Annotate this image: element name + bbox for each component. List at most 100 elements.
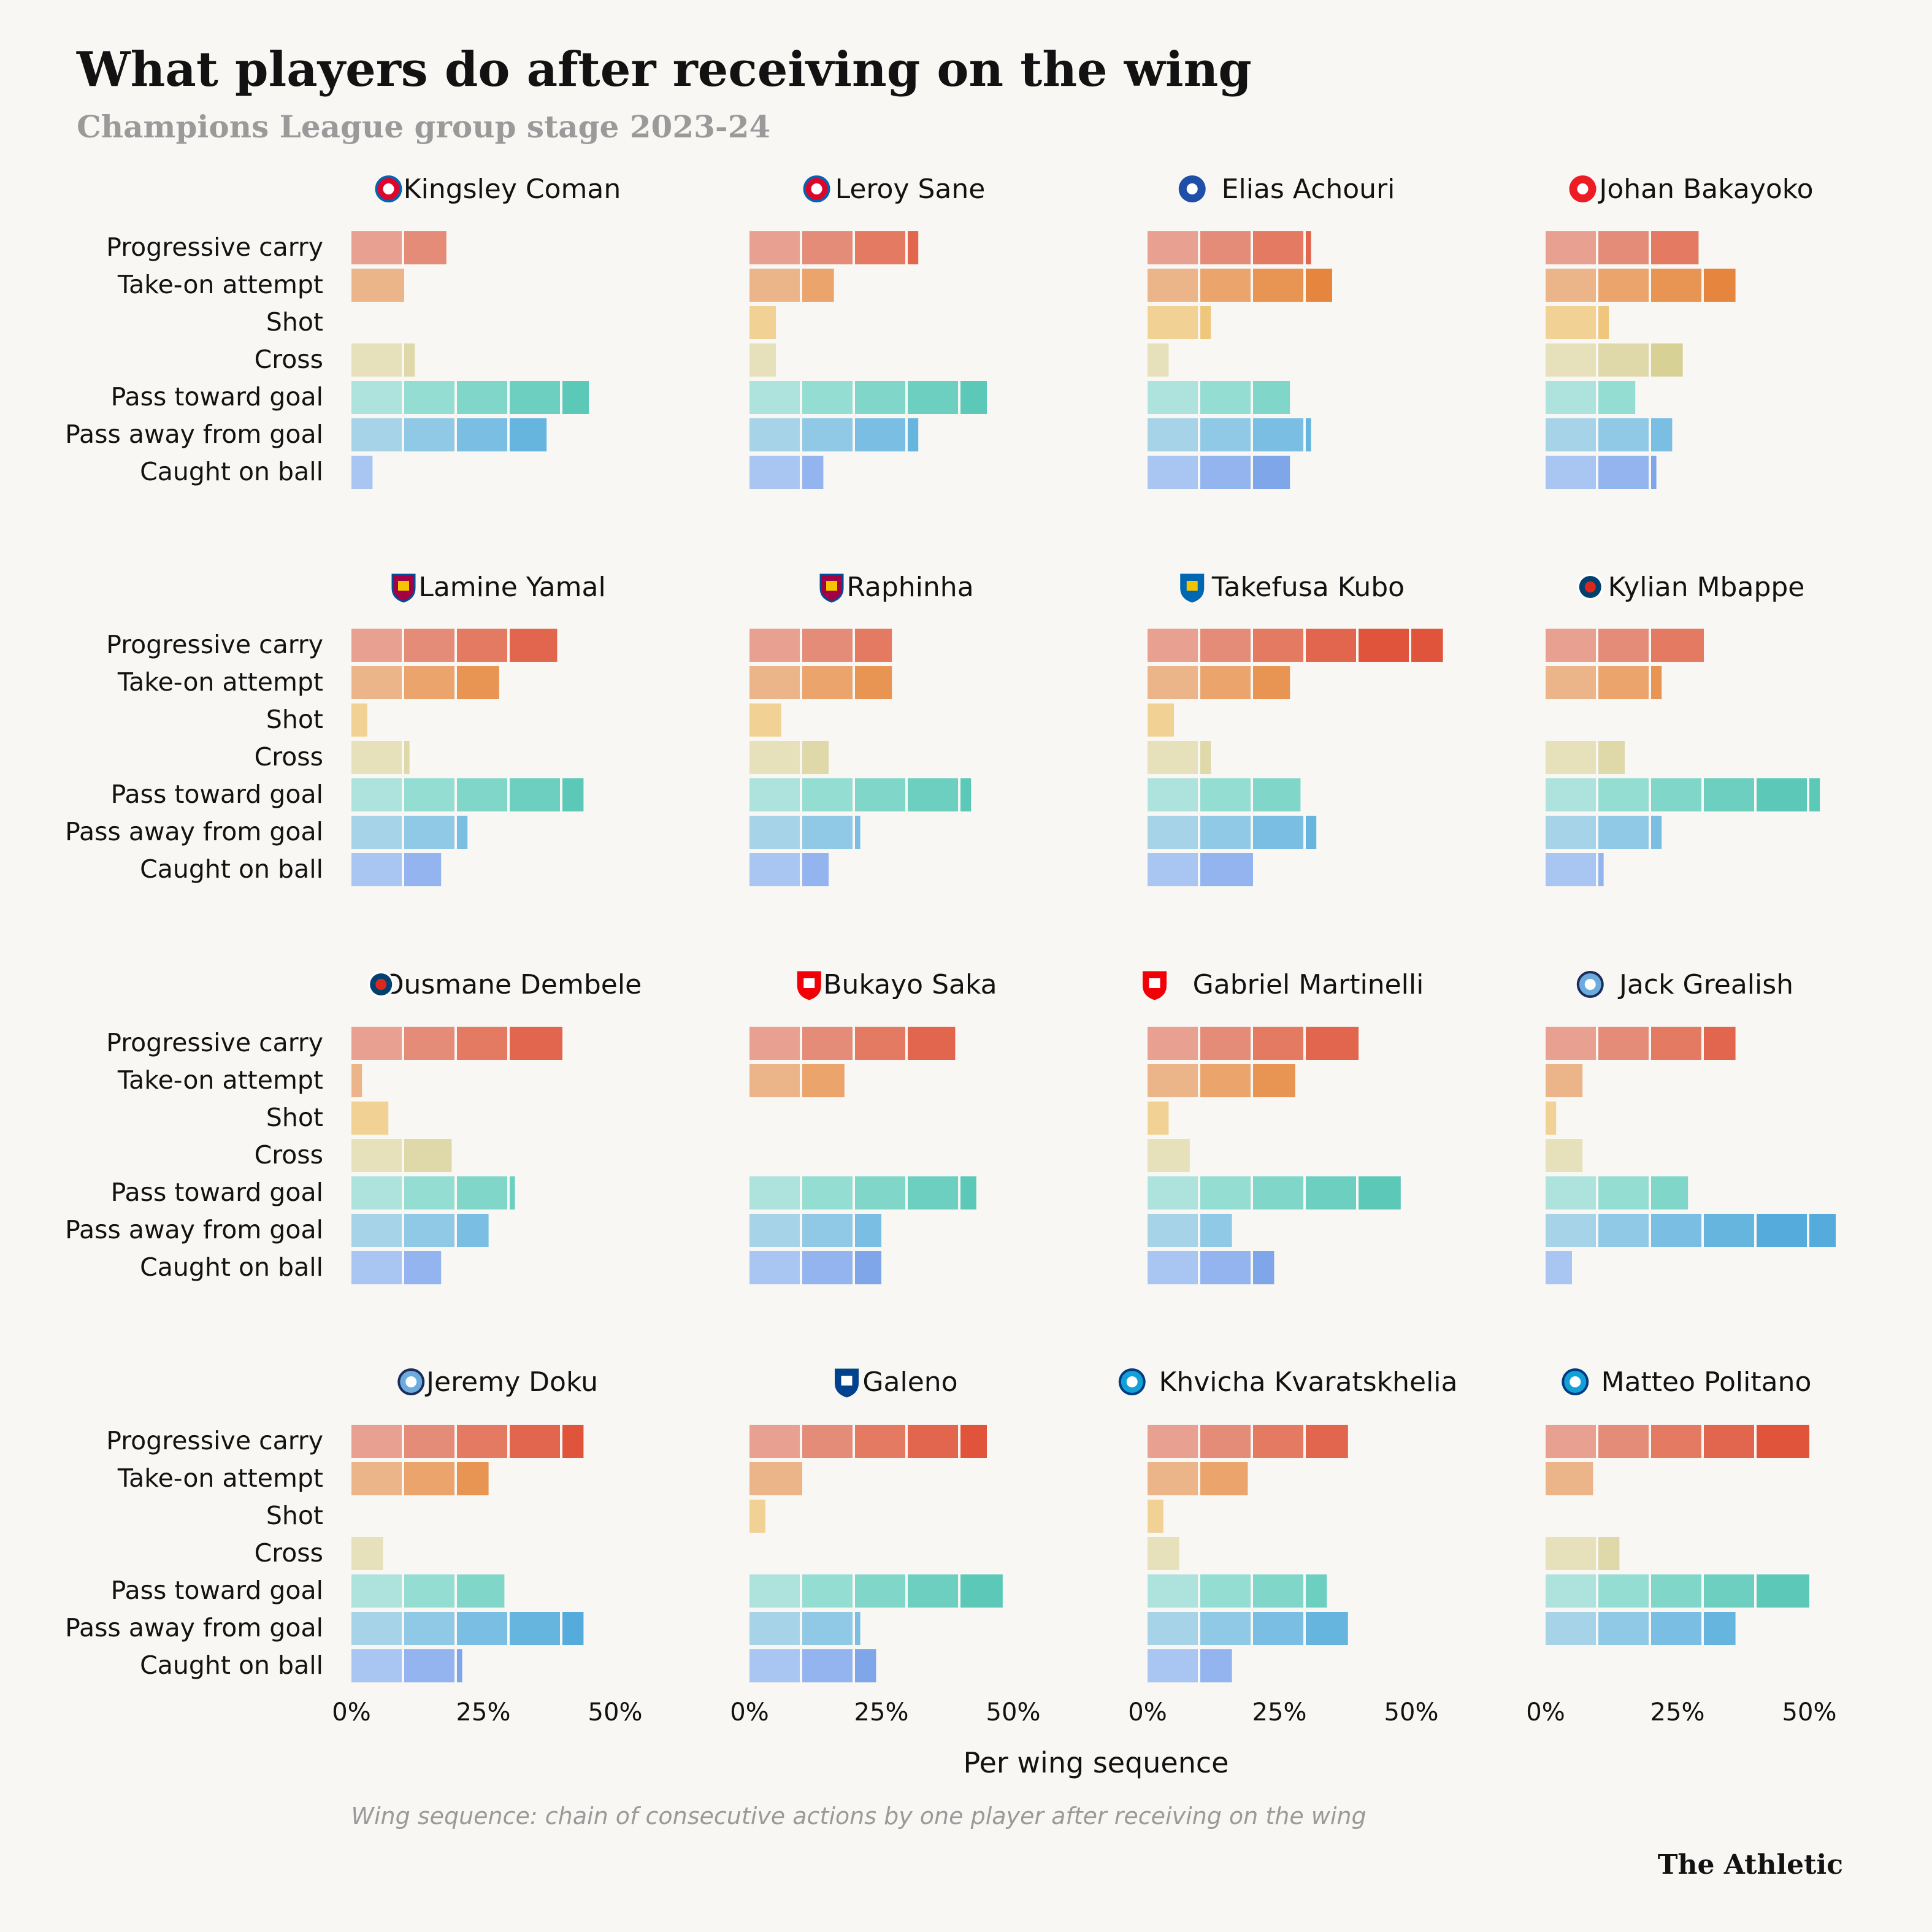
bar-segment — [1598, 1176, 1649, 1209]
bar-segment — [1253, 456, 1290, 489]
bar-segment — [351, 381, 402, 414]
psg-icon — [367, 971, 395, 998]
bar-segment — [855, 231, 905, 264]
bar-segment — [1809, 778, 1820, 811]
bar-segment — [1148, 1064, 1198, 1097]
category-label: Cross — [255, 1140, 323, 1170]
bar-segment — [802, 1064, 845, 1097]
bar-segment — [1546, 269, 1596, 302]
real-sociedad-icon — [1180, 573, 1205, 603]
bar-segment — [404, 231, 447, 264]
bar-segment — [1200, 1214, 1232, 1247]
category-label: Pass away from goal — [65, 817, 323, 846]
bar-segment — [510, 1425, 560, 1458]
bar-segment — [1148, 1102, 1169, 1135]
bar-segment — [1546, 456, 1596, 489]
bar-segment — [1148, 741, 1198, 774]
bar-segment — [1757, 778, 1807, 811]
x-tick-label: 0% — [730, 1698, 769, 1727]
bar-segment — [908, 778, 958, 811]
bar-segment — [749, 703, 781, 737]
bar-segment — [1546, 1027, 1596, 1060]
bar-segment — [351, 778, 402, 811]
bar-segment — [749, 666, 800, 699]
bar-segment — [1546, 1612, 1596, 1645]
bar-segment — [1148, 1537, 1179, 1570]
bar-segment — [1148, 1649, 1198, 1682]
bar-segment — [1200, 629, 1251, 662]
bar-segment — [802, 816, 853, 849]
bar-segment — [1546, 816, 1596, 849]
bar-segment — [1598, 1612, 1649, 1645]
napoli-icon — [1118, 1368, 1146, 1395]
bar-segment — [1148, 1574, 1198, 1608]
bar-segment — [1546, 1064, 1583, 1097]
bar-segment — [1200, 1027, 1251, 1060]
bar-segment — [1546, 418, 1596, 451]
x-tick-label: 50% — [1384, 1698, 1439, 1727]
bar-segment — [1148, 1027, 1198, 1060]
category-label: Caught on ball — [140, 1650, 323, 1680]
panel-kingsley-coman: Kingsley Coman Progressive carry Take-on a… — [65, 174, 621, 489]
panel-lamine-yamal: Lamine Yamal Progressive carry Take-on att… — [65, 572, 606, 886]
barcelona-icon — [819, 573, 844, 603]
bar-segment — [351, 1102, 389, 1135]
bar-segment — [749, 1500, 765, 1533]
bar-segment — [1704, 1612, 1736, 1645]
bar-segment — [1253, 231, 1303, 264]
bar-segment — [1200, 269, 1251, 302]
player-name: Galeno — [862, 1367, 957, 1398]
category-label: Pass toward goal — [111, 382, 323, 412]
bar-segment — [1704, 1214, 1754, 1247]
bar-segment — [749, 778, 800, 811]
bar-segment — [1757, 1214, 1807, 1247]
bar-segment — [1148, 1612, 1198, 1645]
category-label: Pass toward goal — [111, 1178, 323, 1207]
category-label: Progressive carry — [106, 1028, 323, 1057]
bar-segment — [749, 1176, 800, 1209]
x-tick-label: 50% — [1782, 1698, 1837, 1727]
bar-segment — [1546, 381, 1596, 414]
bar-segment — [1757, 1425, 1809, 1458]
bar-segment — [1148, 1139, 1190, 1172]
bar-segment — [1598, 1425, 1649, 1458]
bar-segment — [855, 1176, 905, 1209]
bar-segment — [1148, 418, 1198, 451]
bar-segment — [855, 778, 905, 811]
bar-segment — [457, 1176, 507, 1209]
bar-segment — [1546, 853, 1596, 886]
bar-segment — [908, 1425, 958, 1458]
panel-jeremy-doku: Jeremy Doku Progressive carry Take-on atte… — [65, 1367, 642, 1727]
bar-segment — [1598, 343, 1649, 377]
bar-segment — [404, 853, 442, 886]
bar-segment — [457, 666, 499, 699]
category-label: Shot — [266, 1501, 323, 1530]
bar-segment — [1651, 269, 1701, 302]
bar-segment — [351, 1027, 402, 1060]
manchester-city-icon — [397, 1368, 425, 1395]
category-label: Cross — [255, 742, 323, 772]
bar-segment — [1200, 418, 1251, 451]
bar-segment — [457, 1214, 489, 1247]
x-tick-label: 50% — [588, 1698, 643, 1727]
bar-segment — [1200, 778, 1251, 811]
bar-segment — [1651, 343, 1683, 377]
bar-segment — [1598, 1214, 1649, 1247]
category-label: Cross — [255, 345, 323, 374]
bar-segment — [749, 1612, 800, 1645]
bar-segment — [1200, 1064, 1251, 1097]
bar-segment — [351, 703, 367, 737]
player-name: Raphinha — [846, 572, 973, 603]
bar-segment — [562, 778, 584, 811]
bar-segment — [1651, 1612, 1701, 1645]
bar-segment — [1651, 1425, 1701, 1458]
bar-segment — [351, 1462, 402, 1495]
bar-segment — [510, 418, 547, 451]
bar-segment — [1148, 269, 1198, 302]
bar-segment — [1809, 1214, 1836, 1247]
bar-segment — [404, 1027, 454, 1060]
panel-bukayo-saka: Bukayo Saka — [749, 969, 997, 1284]
bar-segment — [1148, 1425, 1198, 1458]
category-label: Pass away from goal — [65, 420, 323, 449]
